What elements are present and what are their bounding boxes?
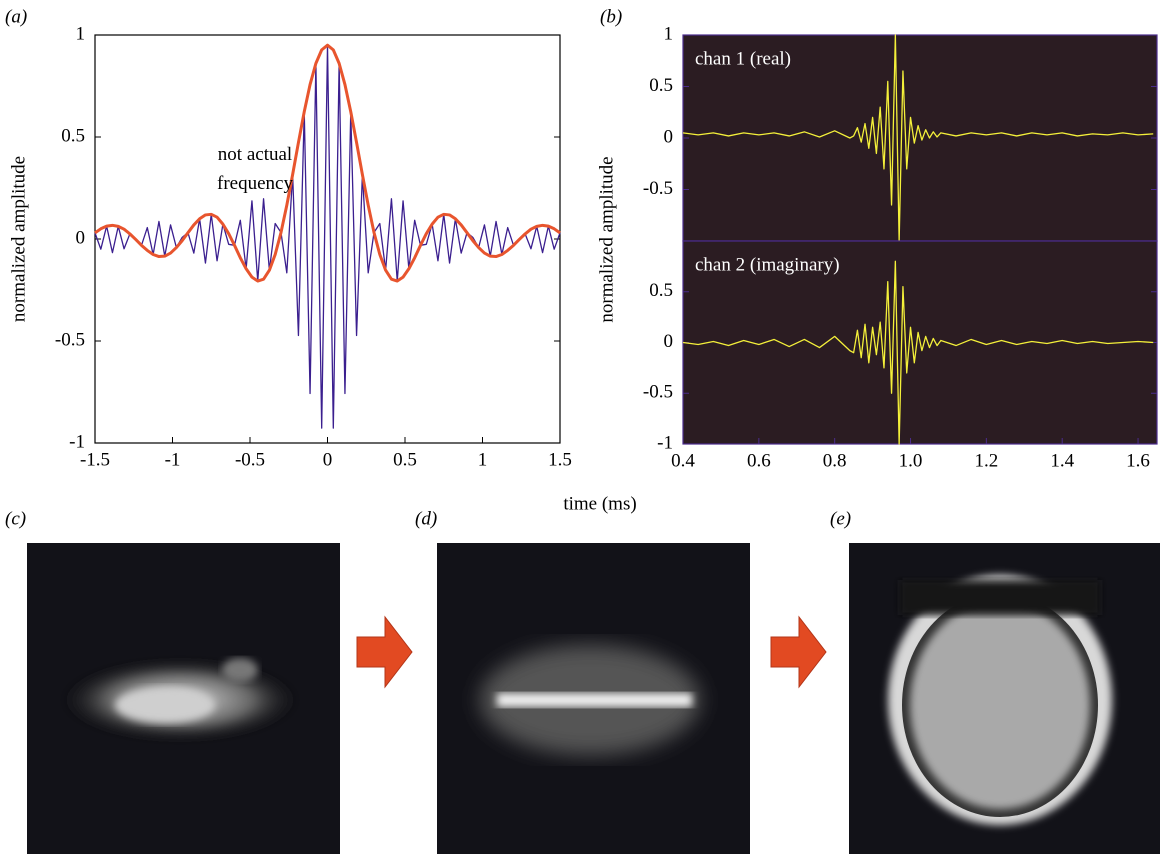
x-tick-label: 0.5 (393, 449, 417, 470)
x-tick-label: -1 (165, 449, 181, 470)
x-tick-label: 0.4 (671, 450, 695, 471)
x-tick-label: 1 (478, 449, 488, 470)
annotation: chan 1 (real) (695, 48, 791, 69)
y-tick-label: 0.5 (649, 75, 673, 96)
panel-label: (d) (415, 508, 437, 529)
y-tick-label: 0 (664, 126, 674, 147)
x-axis-label: time (ms) (563, 493, 636, 514)
x-tick-label: 1.4 (1050, 450, 1074, 471)
x-tick-label: 0 (323, 449, 333, 470)
x-tick-label: 1.0 (899, 450, 923, 471)
panel-label: (a) (5, 6, 27, 27)
y-tick-label: -1 (657, 432, 673, 453)
y-axis-label: normalized amplitude (8, 156, 29, 322)
plot-area (94, 34, 561, 444)
y-tick-label: 1 (76, 23, 86, 44)
arrow (770, 615, 827, 689)
y-tick-label: 0 (664, 331, 674, 352)
y-tick-label: -0.5 (643, 382, 673, 403)
series-line (682, 260, 1154, 445)
y-tick-label: -0.5 (55, 329, 85, 350)
series-line (94, 43, 561, 283)
series-line (682, 34, 1154, 242)
image-e (849, 543, 1160, 854)
y-tick-label: -0.5 (643, 178, 673, 199)
annotation: chan 2 (imaginary) (695, 254, 840, 275)
x-tick-label: 1.5 (548, 449, 572, 470)
image-c (27, 543, 340, 854)
arrow (356, 615, 413, 689)
y-axis-label: normalized amplitude (596, 156, 617, 322)
y-tick-label: 0.5 (649, 280, 673, 301)
plot-area (682, 34, 1158, 242)
y-tick-label: -1 (69, 431, 85, 452)
y-tick-label: 1 (664, 23, 674, 44)
x-tick-label: 0.6 (747, 450, 771, 471)
x-tick-label: 0.8 (823, 450, 847, 471)
x-tick-label: -1.5 (80, 449, 110, 470)
panel-label: (c) (5, 508, 26, 529)
annotation: not actual frequency (217, 144, 293, 194)
y-tick-label: 0.5 (61, 125, 85, 146)
y-tick-label: 0 (76, 227, 86, 248)
image-d (437, 543, 750, 854)
panel-label: (e) (830, 508, 851, 529)
x-tick-label: 1.6 (1126, 450, 1150, 471)
x-tick-label: 1.2 (974, 450, 998, 471)
panel-label: (b) (600, 6, 622, 27)
x-tick-label: -0.5 (235, 449, 265, 470)
